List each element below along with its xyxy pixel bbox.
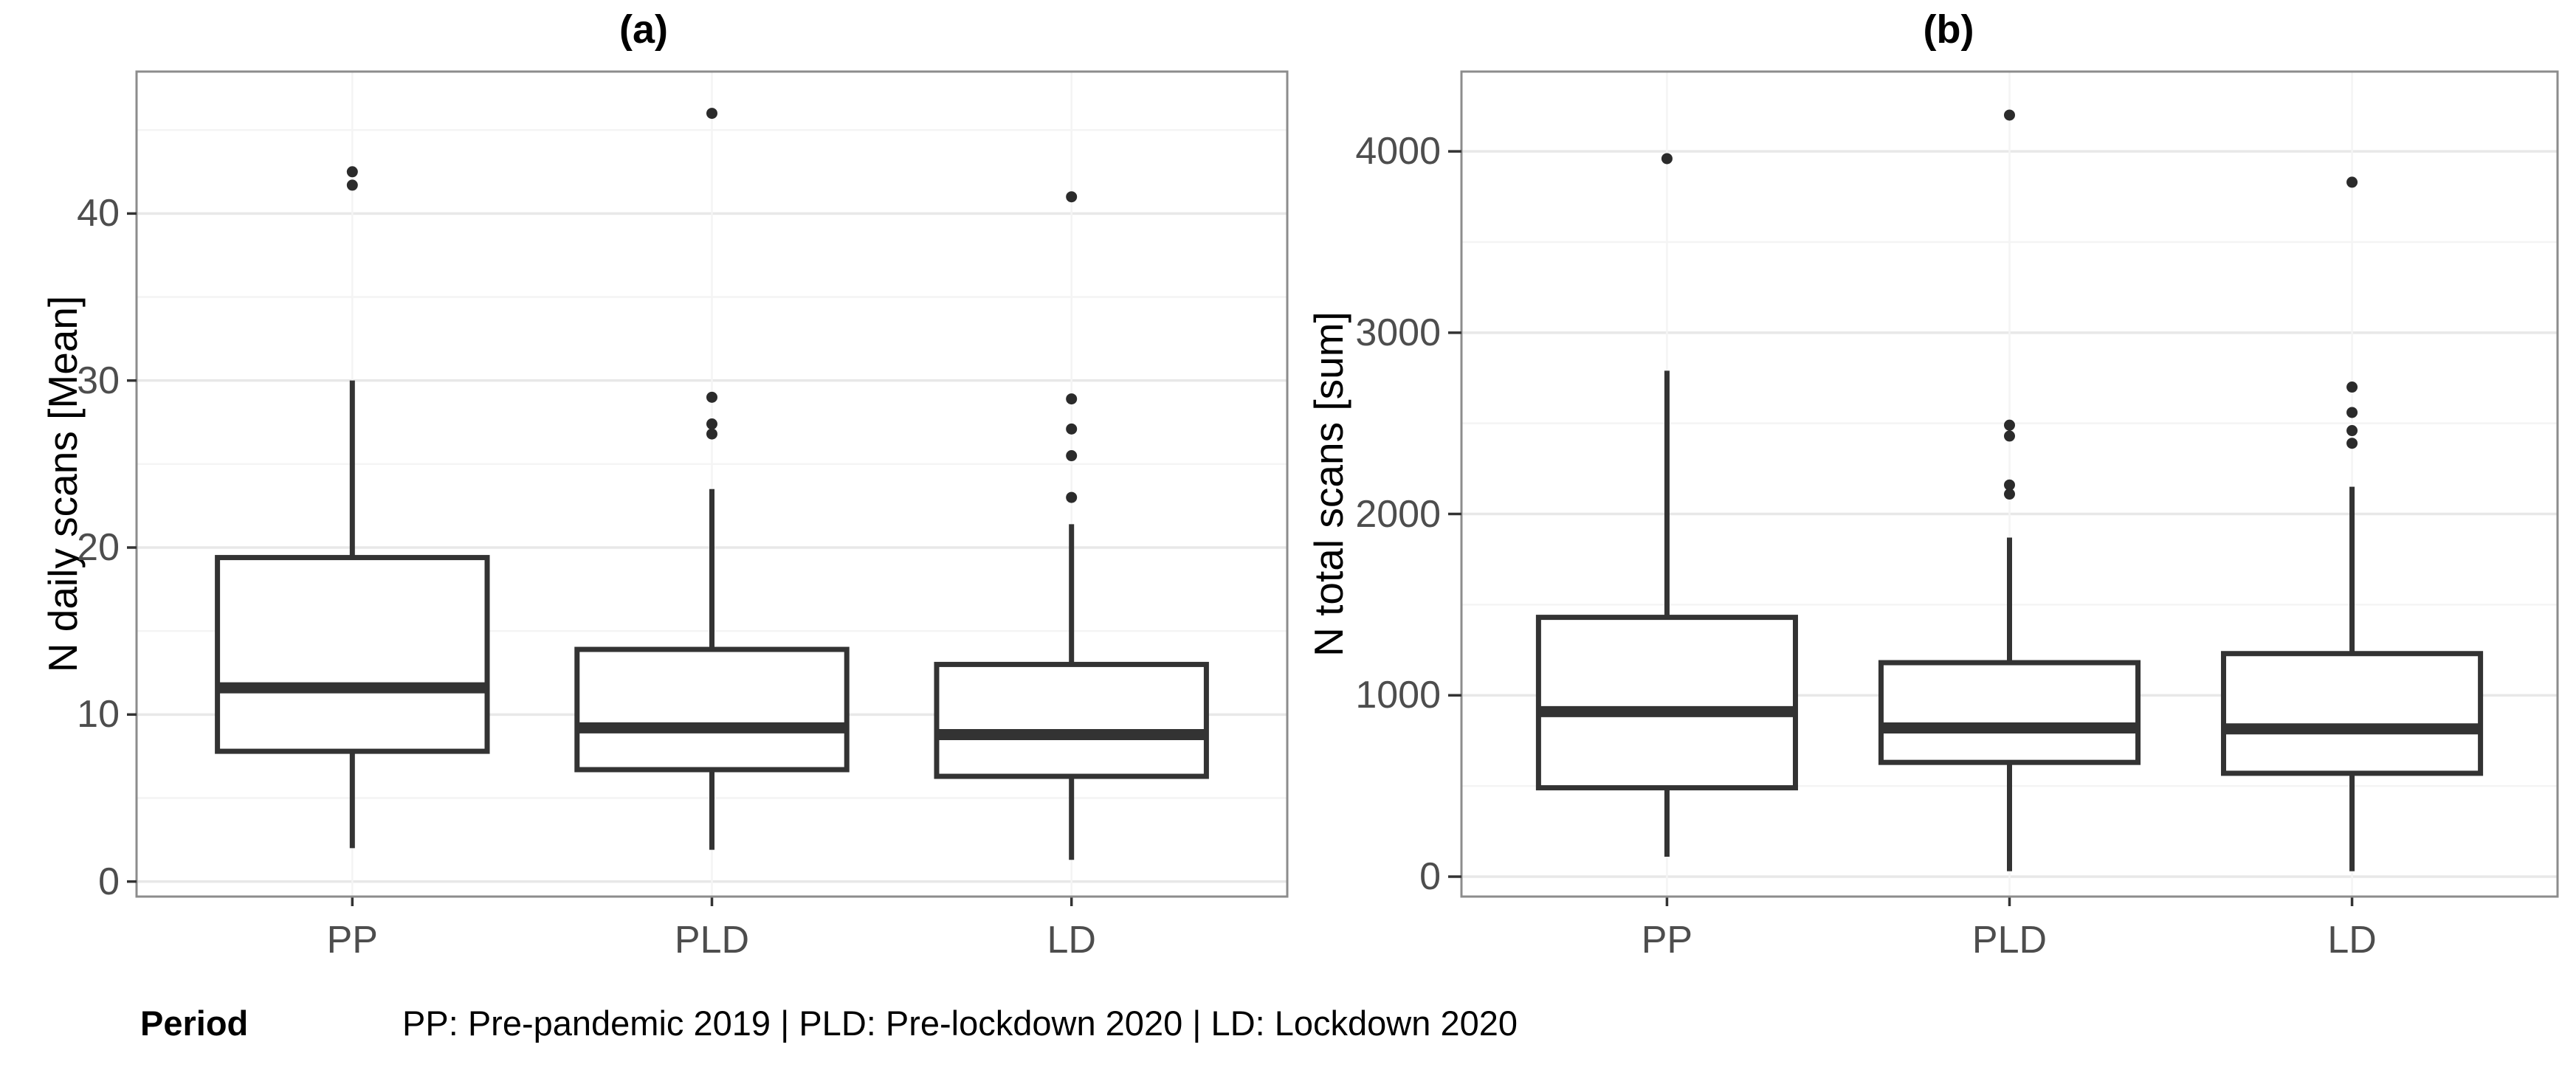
x-tick-label: PP [1641, 919, 1693, 962]
outlier-point [2004, 489, 2015, 500]
x-tick-label: LD [1047, 919, 1096, 962]
outlier-point [2346, 382, 2358, 393]
panel-border [135, 70, 1289, 898]
outlier-point [1066, 191, 1078, 203]
outlier-point [2346, 407, 2358, 418]
panel-b-y-axis-title: N total scans [sum] [1306, 311, 1351, 657]
y-tick-label: 4000 [1355, 130, 1441, 173]
y-tick-label: 20 [77, 526, 120, 569]
y-tick-label: 1000 [1355, 674, 1441, 717]
outlier-point [706, 428, 717, 440]
panel-b-title: (b) [1923, 7, 1974, 52]
outlier-point [346, 166, 358, 178]
panel-border [1460, 70, 2559, 898]
box-iqr [574, 646, 850, 773]
outlier-point [2346, 425, 2358, 437]
y-tick-label: 2000 [1355, 492, 1441, 536]
outlier-point [706, 108, 717, 120]
x-tick-label: PLD [1971, 919, 2048, 962]
y-tick-label: 10 [77, 693, 120, 736]
outlier-point [706, 418, 717, 430]
x-tick-label: PP [326, 919, 378, 962]
outlier-point [2004, 430, 2015, 442]
outlier-point [2004, 109, 2015, 121]
panel-a-title: (a) [619, 7, 668, 52]
outlier-point [1066, 450, 1078, 462]
outlier-point [1066, 393, 1078, 405]
outlier-point [2346, 176, 2358, 188]
box-iqr [1535, 615, 1798, 791]
outlier-point [2346, 438, 2358, 449]
box-iqr [934, 661, 1209, 779]
y-tick-label: 40 [77, 192, 120, 235]
legend-caption-label: Period [140, 1004, 249, 1043]
y-tick-label: 0 [98, 860, 120, 903]
y-tick-label: 0 [1419, 855, 1441, 898]
y-tick-label: 30 [77, 359, 120, 402]
box-iqr [2221, 651, 2484, 776]
outlier-point [1661, 153, 1673, 165]
y-tick-label: 3000 [1355, 311, 1441, 354]
x-tick-label: LD [2327, 919, 2377, 962]
outlier-point [706, 391, 717, 403]
legend-caption: Period PP: Pre-pandemic 2019 | PLD: Pre-l… [140, 1002, 1518, 1045]
outlier-point [2004, 479, 2015, 491]
box-iqr [215, 555, 490, 754]
outlier-point [346, 179, 358, 191]
outlier-point [2004, 419, 2015, 431]
outlier-point [1066, 423, 1078, 435]
legend-caption-text: PP: Pre-pandemic 2019 | PLD: Pre-lockdow… [402, 1004, 1518, 1043]
outlier-point [1066, 491, 1078, 503]
x-tick-label: PLD [674, 919, 750, 962]
box-iqr [1878, 660, 2141, 765]
